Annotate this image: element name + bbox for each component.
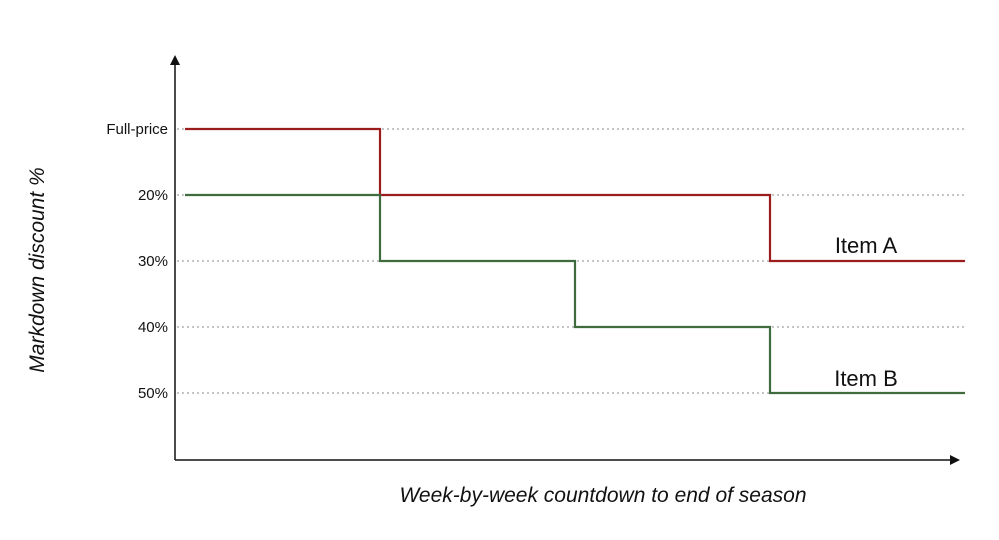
x-axis-arrow-icon	[950, 455, 960, 465]
series-label: Item B	[834, 366, 898, 391]
axes	[170, 55, 960, 465]
series-labels: Item A Item B	[834, 233, 898, 391]
series-lines	[185, 127, 965, 395]
series-line	[185, 193, 965, 395]
series-label: Item A	[835, 233, 898, 258]
series-line	[185, 127, 965, 263]
y-axis-title: Markdown discount %	[26, 167, 49, 372]
y-tick-label: 20%	[138, 187, 168, 204]
x-axis-title: Week-by-week countdown to end of season	[399, 484, 806, 507]
y-tick-label: 40%	[138, 319, 168, 336]
y-tick-label: 30%	[138, 253, 168, 270]
y-axis-arrow-icon	[170, 55, 180, 65]
y-tick-labels: Full-price 20% 30% 40% 50%	[106, 121, 168, 402]
y-tick-label: 50%	[138, 385, 168, 402]
y-tick-label: Full-price	[106, 121, 168, 138]
